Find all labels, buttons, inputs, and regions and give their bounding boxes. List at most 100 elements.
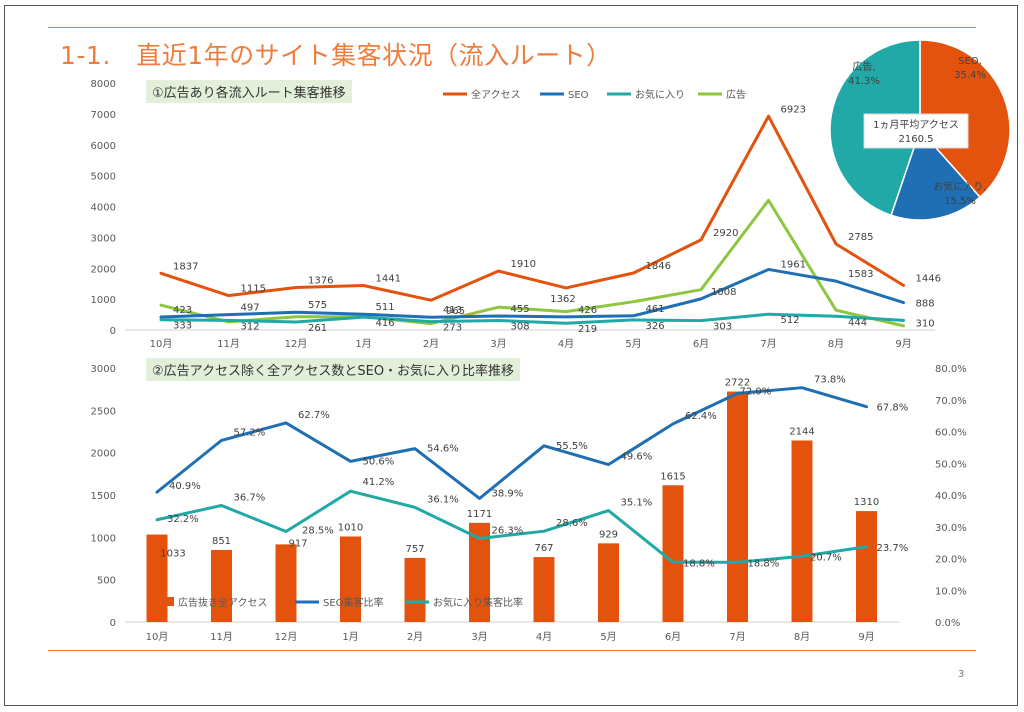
chart2-series-line — [155, 489, 868, 564]
chart2-x-tick: 3月 — [471, 631, 487, 643]
chart1-data-label: 426 — [578, 305, 597, 316]
chart1-data-label: 2785 — [848, 232, 873, 243]
chart2-bar — [791, 440, 813, 622]
chart2-x-tick: 1月 — [342, 631, 358, 643]
chart2-bar-label: 1171 — [467, 509, 492, 520]
chart1-data-label: 461 — [646, 304, 665, 315]
chart2-bar-label: 2144 — [789, 426, 814, 437]
chart3-slice-label-line: SEO, — [958, 56, 982, 67]
chart1-x-tick: 4月 — [558, 338, 574, 350]
chart2-legend-label: SEO集客比率 — [323, 596, 384, 609]
chart2-line-label: 20.7% — [810, 552, 842, 563]
chart2-bar — [727, 391, 748, 622]
chart2-y-tick-left: 2500 — [91, 406, 116, 417]
chart1-y-tick: 6000 — [91, 141, 116, 152]
chart2-line-label: 28.6% — [556, 518, 588, 529]
chart1-data-label: 303 — [713, 322, 732, 333]
chart2-bar — [598, 543, 619, 622]
chart2-bar — [856, 511, 877, 622]
chart1-series-line — [159, 267, 905, 319]
chart2-line-label: 72.0% — [740, 386, 772, 397]
chart2-legend-label: お気に入り集客比率 — [433, 596, 523, 609]
chart1-data-label: 575 — [308, 300, 327, 311]
chart2-line-label: 38.9% — [492, 488, 524, 499]
chart1-y-tick: 0 — [110, 326, 116, 337]
chart2-line-label: 62.7% — [298, 410, 330, 421]
chart2-bar-label: 757 — [405, 544, 424, 555]
slide-frame — [4, 5, 1018, 706]
chart2-bar-label: 1010 — [338, 522, 363, 533]
chart1-data-label: 423 — [173, 305, 192, 316]
page-number: 3 — [958, 669, 965, 680]
chart1-data-label: 273 — [443, 323, 462, 334]
chart1-legend-label: 広告 — [726, 88, 746, 101]
chart3-slice-label: 広告, 41.3% — [848, 60, 880, 87]
chart2-series-line — [155, 386, 868, 500]
chart1-data-label: 310 — [916, 318, 935, 329]
chart2-bar — [469, 522, 490, 622]
chart2-bar — [211, 549, 232, 622]
chart3-pie-slice — [890, 128, 982, 221]
chart2-line-label: 40.9% — [169, 481, 201, 492]
chart1-x-tick: 5月 — [625, 338, 641, 350]
chart1-data-label: 1446 — [916, 273, 941, 284]
chart2-x-tick: 7月 — [729, 631, 745, 643]
chart2-y-tick-right: 0.0% — [935, 618, 960, 629]
chart2-x-tick: 4月 — [536, 631, 552, 643]
chart1-data-label: 219 — [578, 324, 597, 335]
chart2-y-tick-right: 30.0% — [935, 523, 967, 534]
chart2-line-label: 41.2% — [363, 477, 395, 488]
chart2-legend-swatch — [150, 597, 174, 606]
chart2-title: ②広告アクセス除く全アクセス数とSEO・お気に入り比率推移 — [146, 358, 521, 381]
chart1-data-label: 1837 — [173, 261, 198, 272]
chart1-data-label: 965 — [446, 306, 465, 317]
chart1-data-label: 308 — [511, 321, 530, 332]
chart2-line-label: 18.8% — [683, 558, 715, 569]
chart1-series-line — [159, 312, 905, 325]
chart2-bar — [340, 536, 361, 622]
chart2-y-tick-right: 20.0% — [935, 555, 967, 566]
chart2-y-tick-left: 0 — [110, 618, 116, 629]
chart1-y-tick: 5000 — [91, 172, 116, 183]
chart2-line-label: 67.8% — [877, 403, 909, 414]
chart3-slice-label-line: 広告, — [852, 60, 875, 73]
chart2-bar-label: 929 — [599, 529, 618, 540]
chart2-bar-label: 767 — [534, 543, 553, 554]
chart1-data-label: 1961 — [781, 259, 806, 270]
page-title: 1-1. 直近1年のサイト集客状況（流入ルート） — [60, 41, 612, 70]
chart1-y-tick: 7000 — [91, 110, 116, 121]
chart1-legend-label: 全アクセス — [471, 88, 521, 101]
bottom-rule — [48, 650, 976, 651]
chart1-data-label: 1910 — [511, 259, 536, 270]
chart2-legend-label: 広告抜き全アクセス — [178, 596, 268, 609]
chart2-y-tick-left: 2000 — [91, 449, 116, 460]
chart3-slice-label-line: 41.3% — [848, 76, 880, 87]
chart2-line-label: 32.2% — [167, 514, 199, 525]
chart1-data-label: 312 — [241, 321, 260, 332]
chart2-line-label: 35.1% — [621, 498, 653, 509]
chart1-data-label: 1362 — [550, 294, 575, 305]
chart1-data-label: 888 — [916, 299, 935, 310]
chart2-y-tick-right: 60.0% — [935, 428, 967, 439]
chart2-bar-label: 851 — [212, 536, 231, 547]
chart2-x-tick: 8月 — [794, 631, 810, 643]
chart1-data-label: 1376 — [308, 276, 333, 287]
chart1-data-label: 1008 — [711, 287, 736, 298]
chart1-data-label: 416 — [376, 318, 395, 329]
chart1-legend-label: SEO — [568, 90, 589, 101]
chart3-slice-label: SEO, 35.4% — [954, 56, 986, 81]
chart1-data-label: 455 — [511, 304, 530, 315]
chart2-y-tick-left: 1500 — [91, 491, 116, 502]
chart2-bar — [533, 557, 555, 622]
chart2-line-label: 54.6% — [427, 444, 459, 455]
chart2-x-tick: 10月 — [146, 631, 169, 643]
chart2-bar-label: 2722 — [725, 378, 750, 389]
chart2-line-label: 28.5% — [302, 526, 334, 537]
chart2-x-tick: 12月 — [275, 631, 298, 643]
chart2-y-tick-left: 500 — [97, 576, 116, 587]
chart1-y-tick: 3000 — [91, 233, 116, 244]
chart2-line-label: 36.1% — [427, 494, 459, 505]
chart1-series-line — [159, 114, 905, 302]
chart1-legend-label: お気に入り — [635, 88, 685, 101]
chart2-x-tick: 2月 — [407, 631, 423, 643]
